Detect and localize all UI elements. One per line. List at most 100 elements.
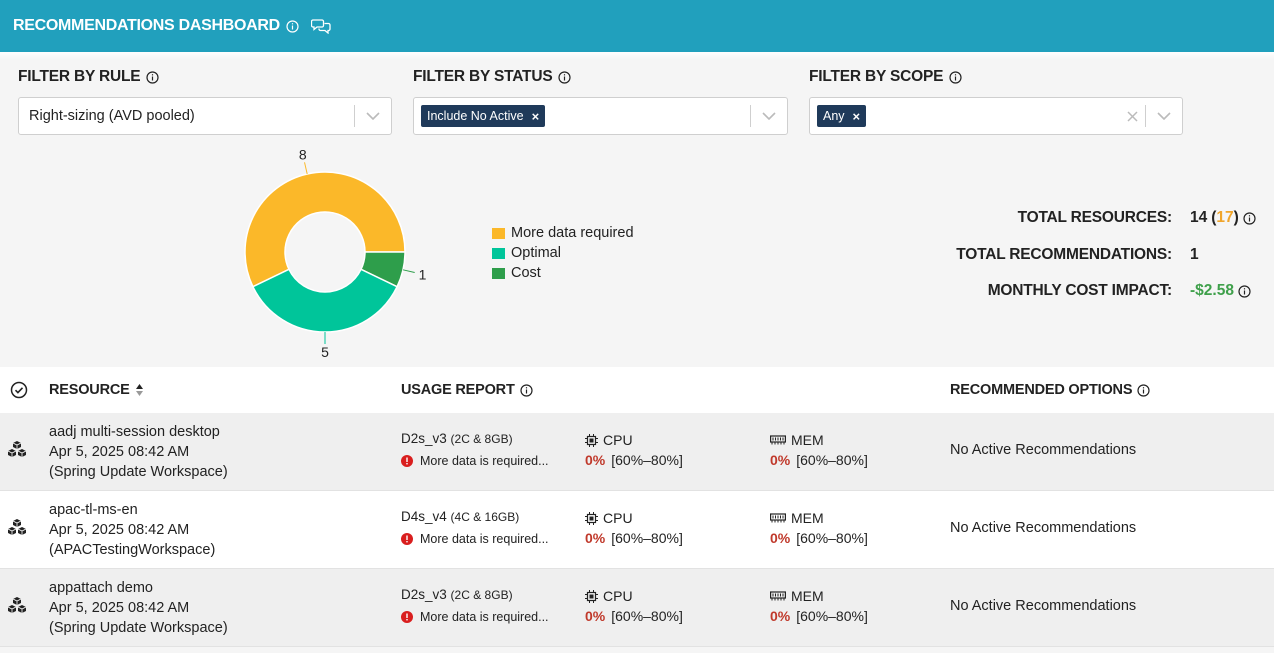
resource-cell: appattach demo Apr 5, 2025 08:42 AM (Spr… [49, 578, 228, 638]
column-resource[interactable]: RESOURCE [49, 382, 144, 398]
chevron-down-icon[interactable] [1146, 112, 1182, 120]
header-shadow [0, 52, 1274, 60]
resource-date: Apr 5, 2025 08:42 AM [49, 600, 190, 616]
cpu-metric: CPU 0% [60%–80%] [585, 432, 683, 468]
legend-label: More data required [511, 225, 634, 241]
donut-slice-optimal[interactable] [251, 268, 399, 333]
mem-metric: MEM 0% [60%–80%] [770, 588, 868, 624]
table-row[interactable]: appattach demo Apr 5, 2025 08:42 AM (Spr… [0, 569, 1274, 647]
resource-name[interactable]: apac-tl-ms-en [49, 502, 138, 518]
resource-workspace: (APACTestingWorkspace) [49, 542, 216, 558]
table-row[interactable]: apac-tl-ms-en Apr 5, 2025 08:42 AM (APAC… [0, 491, 1274, 569]
memory-icon [770, 591, 786, 601]
legend-swatch [492, 247, 505, 259]
error-icon [401, 455, 413, 467]
memory-icon [770, 513, 786, 523]
cpu-chip-icon [585, 511, 598, 525]
filter-status-label: FILTER BY STATUS [413, 68, 572, 86]
column-recommended-options: RECOMMENDED OPTIONS [950, 382, 1150, 398]
select-separator [1145, 105, 1146, 127]
memory-icon [770, 435, 786, 445]
cubes-icon [7, 441, 27, 464]
status-chip: Include No Active × [421, 105, 546, 127]
remove-chip-icon[interactable]: × [852, 108, 861, 124]
info-icon[interactable] [949, 70, 962, 84]
total-resources-extra: 17 [1216, 209, 1234, 227]
cpu-chip-icon [585, 433, 598, 447]
vm-size: D2s_v3 (2C & 8GB) [401, 587, 513, 602]
data-label-leader [402, 269, 415, 273]
info-icon[interactable] [558, 70, 572, 84]
total-resources: TOTAL RESOURCES: 14 (17) [934, 200, 1274, 237]
chevron-down-icon[interactable] [751, 112, 787, 120]
select-all-checkbox[interactable] [10, 381, 28, 399]
rule-select[interactable]: Right-sizing (AVD pooled) [18, 97, 392, 135]
resource-name[interactable]: appattach demo [49, 580, 153, 596]
legend-item[interactable]: More data required [492, 223, 634, 243]
legend-label: Cost [511, 265, 541, 281]
vm-size: D4s_v4 (4C & 16GB) [401, 509, 520, 524]
filter-rule-label: FILTER BY RULE [18, 68, 159, 86]
info-icon[interactable] [146, 70, 159, 84]
recommendation-text: No Active Recommendations [950, 598, 1137, 614]
info-icon[interactable] [520, 383, 533, 397]
resource-cell: apac-tl-ms-en Apr 5, 2025 08:42 AM (APAC… [49, 500, 215, 560]
warning-message: More data is required... [401, 532, 549, 546]
status-donut-chart: 8 1 5 [244, 147, 427, 360]
error-icon [401, 611, 413, 623]
resource-cell: aadj multi-session desktop Apr 5, 2025 0… [49, 422, 228, 482]
resource-name[interactable]: aadj multi-session desktop [49, 424, 220, 440]
monthly-cost-impact: MONTHLY COST IMPACT: -$2.58 [934, 273, 1274, 310]
recommendation-text: No Active Recommendations [950, 442, 1137, 458]
status-select[interactable]: Include No Active × [413, 97, 788, 135]
warning-message: More data is required... [401, 610, 549, 624]
scope-chip: Any × [817, 105, 867, 127]
resource-workspace: (Spring Update Workspace) [49, 464, 228, 480]
recommendations-table: RESOURCE USAGE REPORT RECOMMENDED OPTION… [0, 367, 1274, 647]
header-bar: RECOMMENDATIONS DASHBOARD [0, 0, 1274, 52]
mem-metric: MEM 0% [60%–80%] [770, 510, 868, 546]
legend-swatch [492, 267, 505, 279]
cpu-chip-icon [585, 589, 598, 603]
cpu-metric: CPU 0% [60%–80%] [585, 588, 683, 624]
cpu-metric: CPU 0% [60%–80%] [585, 510, 683, 546]
legend-item[interactable]: Optimal [492, 243, 634, 263]
cubes-icon [7, 519, 27, 542]
column-usage-report: USAGE REPORT [401, 382, 533, 398]
error-icon [401, 533, 413, 545]
info-icon[interactable] [1243, 212, 1256, 225]
remove-chip-icon[interactable]: × [531, 108, 540, 124]
select-separator [750, 105, 751, 127]
recommendation-text: No Active Recommendations [950, 520, 1137, 536]
sort-icon[interactable] [135, 383, 144, 397]
summary-stats: TOTAL RESOURCES: 14 (17) TOTAL RECOMMEND… [934, 200, 1274, 310]
mem-metric: MEM 0% [60%–80%] [770, 432, 868, 468]
warning-message: More data is required... [401, 454, 549, 468]
info-icon[interactable] [1238, 285, 1251, 298]
total-recommendations: TOTAL RECOMMENDATIONS: 1 [956, 245, 1199, 263]
resource-date: Apr 5, 2025 08:42 AM [49, 522, 190, 538]
table-header: RESOURCE USAGE REPORT RECOMMENDED OPTION… [0, 367, 1274, 413]
legend-swatch [492, 227, 505, 239]
data-label-leader [304, 162, 308, 175]
resource-date: Apr 5, 2025 08:42 AM [49, 444, 190, 460]
info-icon[interactable] [1137, 383, 1150, 397]
chart-legend: More data required Optimal Cost [492, 223, 634, 283]
clear-icon[interactable] [1119, 110, 1145, 122]
select-separator [354, 105, 355, 127]
legend-item[interactable]: Cost [492, 263, 634, 283]
donut-data-label: 1 [419, 266, 427, 282]
info-icon[interactable] [286, 19, 299, 33]
donut-slice-more-data-required[interactable] [244, 171, 406, 288]
resource-workspace: (Spring Update Workspace) [49, 620, 228, 636]
filter-scope-label: FILTER BY SCOPE [809, 68, 962, 86]
donut-data-label: 8 [299, 147, 307, 163]
table-row[interactable]: aadj multi-session desktop Apr 5, 2025 0… [0, 413, 1274, 491]
scope-select[interactable]: Any × [809, 97, 1183, 135]
chat-bubbles-icon[interactable] [310, 18, 331, 34]
vm-size: D2s_v3 (2C & 8GB) [401, 431, 513, 446]
rule-select-value: Right-sizing (AVD pooled) [29, 108, 195, 124]
legend-label: Optimal [511, 245, 561, 261]
chevron-down-icon[interactable] [355, 112, 391, 120]
cubes-icon [7, 597, 27, 620]
